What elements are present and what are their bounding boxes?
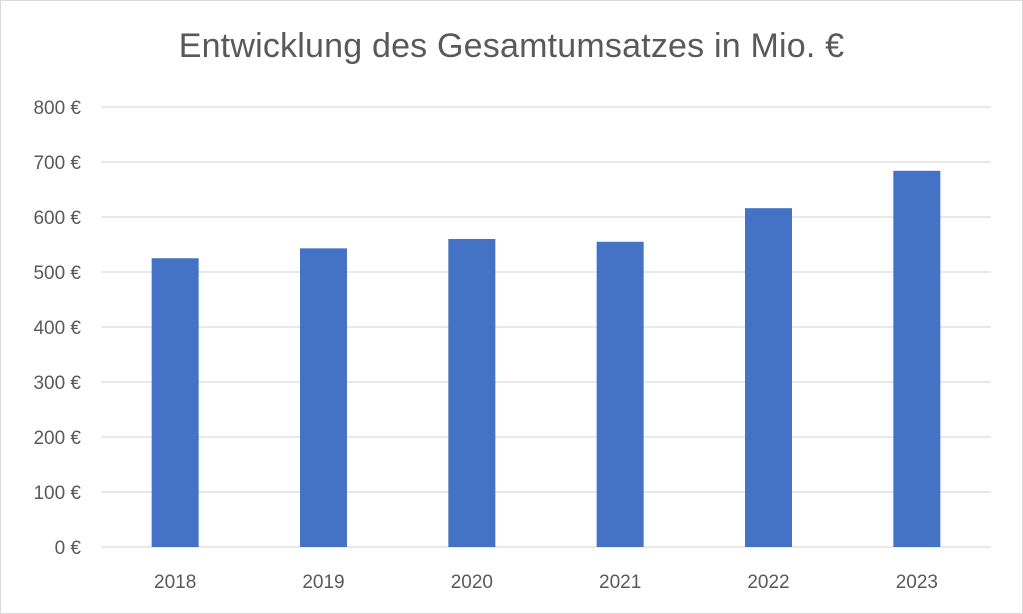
x-tick-label: 2018 bbox=[154, 572, 196, 593]
bar-2022 bbox=[745, 208, 792, 547]
y-tick-label: 0 € bbox=[55, 538, 82, 559]
x-tick-label: 2019 bbox=[302, 572, 344, 593]
y-tick-label: 100 € bbox=[33, 483, 81, 504]
y-tick-label: 200 € bbox=[33, 428, 81, 449]
x-tick-label: 2021 bbox=[599, 572, 641, 593]
y-tick-label: 300 € bbox=[33, 373, 81, 394]
y-axis-tick-labels: 0 € 100 € 200 € 300 € 400 € 500 € 600 € 700 € 80… bbox=[33, 98, 81, 559]
bar-2018 bbox=[151, 258, 199, 547]
x-axis-tick-labels: 2018 2019 2020 2021 2022 2023 bbox=[154, 572, 938, 593]
y-tick-label: 600 € bbox=[33, 208, 81, 229]
chart-title: Entwicklung des Gesamtumsatzes in Mio. € bbox=[178, 27, 845, 65]
bar-2019 bbox=[300, 248, 347, 547]
bar-2020 bbox=[448, 239, 496, 547]
x-tick-label: 2023 bbox=[896, 572, 938, 593]
gridlines bbox=[101, 106, 991, 548]
bar-2023 bbox=[893, 170, 941, 548]
y-tick-label: 500 € bbox=[33, 263, 81, 284]
bar-2021 bbox=[596, 241, 644, 547]
x-tick-label: 2020 bbox=[451, 572, 493, 593]
x-tick-label: 2022 bbox=[747, 572, 789, 593]
bars bbox=[151, 170, 941, 548]
y-tick-label: 400 € bbox=[33, 318, 81, 339]
y-tick-label: 700 € bbox=[33, 153, 81, 174]
y-tick-label: 800 € bbox=[33, 98, 81, 119]
